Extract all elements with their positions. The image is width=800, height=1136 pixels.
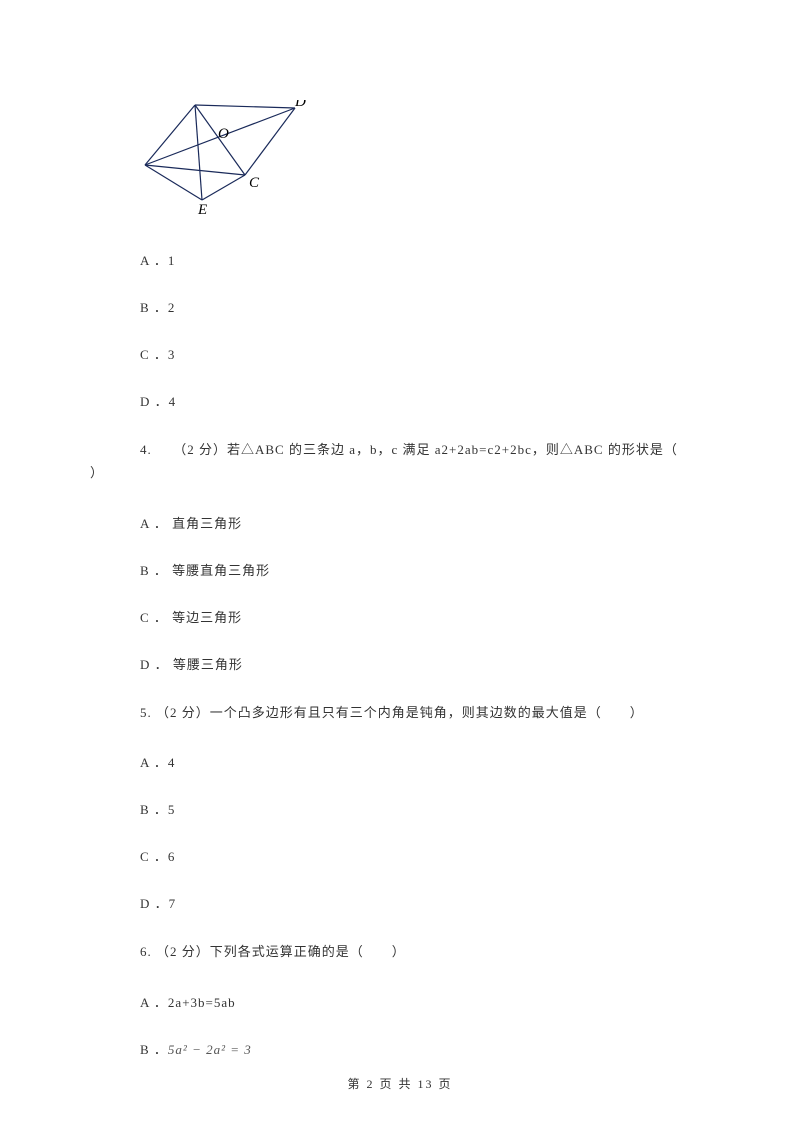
q6-option-b: B ．5a² − 2a² = 3: [140, 1039, 710, 1058]
q3-option-b: B ．2: [140, 297, 710, 316]
q5-option-d: D ．7: [140, 893, 710, 912]
q4-option-b: B ． 等腰直角三角形: [140, 560, 710, 579]
q5-option-b: B ．5: [140, 799, 710, 818]
q4-option-a: A ． 直角三角形: [140, 513, 710, 532]
q5-option-a: A ．4: [140, 752, 710, 771]
svg-text:O: O: [218, 126, 229, 142]
q3-option-d: D ．4: [140, 391, 710, 410]
page-footer: 第 2 页 共 13 页: [0, 1075, 800, 1092]
question-6: 6. （2 分）下列各式运算正确的是（ ）: [140, 940, 710, 963]
svg-text:A: A: [190, 100, 201, 104]
q3-option-a: A ．1: [140, 250, 710, 269]
q3-option-c: C ．3: [140, 344, 710, 363]
geometry-diagram: ADBCEO: [140, 100, 710, 220]
q4-option-c: C ． 等边三角形: [140, 607, 710, 626]
svg-text:E: E: [197, 202, 207, 215]
svg-text:D: D: [294, 100, 306, 110]
q4-option-d: D ． 等腰三角形: [140, 654, 710, 673]
question-4-line2: ）: [90, 461, 710, 484]
q6-option-a: A ．2a+3b=5ab: [140, 992, 710, 1011]
q6-option-b-prefix: B ．: [140, 1042, 168, 1057]
q6-option-b-formula: 5a² − 2a² = 3: [168, 1042, 252, 1057]
svg-text:C: C: [249, 175, 260, 191]
question-5: 5. （2 分）一个凸多边形有且只有三个内角是钝角，则其边数的最大值是（ ）: [140, 701, 710, 724]
question-4-line1: 4. （2 分）若△ABC 的三条边 a，b，c 满足 a2+2ab=c2+2b…: [140, 438, 710, 461]
question-4: 4. （2 分）若△ABC 的三条边 a，b，c 满足 a2+2ab=c2+2b…: [90, 438, 710, 485]
q5-option-c: C ．6: [140, 846, 710, 865]
